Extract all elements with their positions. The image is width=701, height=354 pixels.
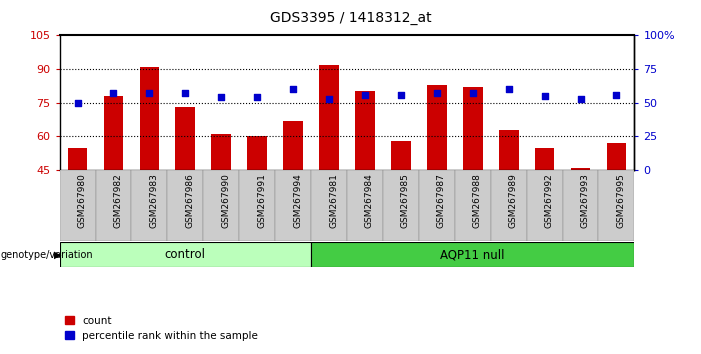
Bar bbox=[571, 168, 590, 170]
Text: GSM267993: GSM267993 bbox=[580, 173, 590, 228]
Legend: count, percentile rank within the sample: count, percentile rank within the sample bbox=[61, 312, 262, 345]
Bar bbox=[347, 170, 383, 241]
Text: GSM267980: GSM267980 bbox=[78, 173, 86, 228]
Bar bbox=[60, 242, 311, 267]
Point bbox=[467, 90, 478, 96]
Text: genotype/variation: genotype/variation bbox=[1, 250, 93, 260]
Bar bbox=[562, 170, 599, 241]
Point bbox=[144, 90, 155, 96]
Bar bbox=[95, 170, 132, 241]
Point bbox=[611, 92, 622, 97]
Bar bbox=[311, 242, 634, 267]
Point bbox=[108, 90, 119, 96]
Text: GDS3395 / 1418312_at: GDS3395 / 1418312_at bbox=[270, 11, 431, 25]
Text: GSM267988: GSM267988 bbox=[472, 173, 482, 228]
Bar bbox=[239, 170, 275, 241]
Point bbox=[503, 86, 515, 92]
Text: GSM267983: GSM267983 bbox=[149, 173, 158, 228]
Bar bbox=[175, 107, 195, 170]
Point bbox=[539, 93, 550, 99]
Text: AQP11 null: AQP11 null bbox=[440, 249, 505, 261]
Point bbox=[575, 96, 586, 102]
Bar bbox=[427, 85, 447, 170]
Text: GSM267987: GSM267987 bbox=[437, 173, 446, 228]
Text: GSM267994: GSM267994 bbox=[293, 173, 302, 228]
Bar bbox=[104, 96, 123, 170]
Text: GSM267981: GSM267981 bbox=[329, 173, 338, 228]
Bar bbox=[491, 170, 526, 241]
Text: GSM267990: GSM267990 bbox=[222, 173, 230, 228]
Bar bbox=[535, 148, 554, 170]
Bar bbox=[311, 170, 347, 241]
Point bbox=[323, 96, 334, 102]
Text: GSM267995: GSM267995 bbox=[616, 173, 625, 228]
Bar bbox=[275, 170, 311, 241]
Text: control: control bbox=[165, 249, 206, 261]
Bar bbox=[418, 170, 455, 241]
Bar bbox=[203, 170, 239, 241]
Text: GSM267991: GSM267991 bbox=[257, 173, 266, 228]
Bar bbox=[319, 64, 339, 170]
Text: GSM267985: GSM267985 bbox=[401, 173, 410, 228]
Bar bbox=[247, 136, 267, 170]
Bar bbox=[499, 130, 519, 170]
Bar bbox=[139, 67, 159, 170]
Text: GSM267986: GSM267986 bbox=[185, 173, 194, 228]
Bar bbox=[526, 170, 562, 241]
Bar bbox=[283, 121, 303, 170]
Point bbox=[395, 92, 407, 97]
Bar bbox=[391, 141, 411, 170]
Bar bbox=[599, 170, 634, 241]
Text: GSM267989: GSM267989 bbox=[509, 173, 517, 228]
Point bbox=[360, 92, 371, 97]
Bar bbox=[168, 170, 203, 241]
Bar bbox=[455, 170, 491, 241]
Bar bbox=[68, 148, 88, 170]
Text: ▶: ▶ bbox=[54, 250, 62, 260]
Bar bbox=[606, 143, 626, 170]
Text: GSM267982: GSM267982 bbox=[114, 173, 123, 228]
Bar bbox=[383, 170, 418, 241]
Text: GSM267992: GSM267992 bbox=[545, 173, 554, 228]
Point bbox=[252, 95, 263, 100]
Point bbox=[216, 95, 227, 100]
Bar bbox=[212, 134, 231, 170]
Bar bbox=[60, 170, 95, 241]
Point bbox=[72, 100, 83, 105]
Point bbox=[179, 90, 191, 96]
Bar bbox=[355, 91, 375, 170]
Point bbox=[431, 90, 442, 96]
Text: GSM267984: GSM267984 bbox=[365, 173, 374, 228]
Bar bbox=[463, 87, 482, 170]
Point bbox=[287, 86, 299, 92]
Bar bbox=[132, 170, 168, 241]
